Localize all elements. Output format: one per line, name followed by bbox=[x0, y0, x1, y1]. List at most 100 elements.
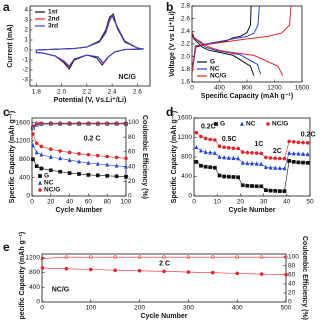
efficiency-point bbox=[30, 124, 35, 129]
y-tick-label: 1600 bbox=[178, 115, 193, 122]
capacity-point bbox=[240, 150, 245, 154]
efficiency-point bbox=[39, 121, 44, 126]
capacity-point bbox=[268, 156, 273, 160]
annotation: 1C bbox=[254, 141, 263, 148]
y-tick-label: 4 bbox=[24, 7, 28, 14]
capacity-point bbox=[245, 160, 250, 166]
capacity-point bbox=[282, 156, 287, 161]
x-tick-label: 80 bbox=[104, 199, 112, 206]
capacity-point bbox=[34, 164, 39, 169]
y-tick-label: 0 bbox=[188, 193, 192, 200]
capacity-point bbox=[231, 175, 236, 179]
capacity-point bbox=[39, 152, 44, 157]
legend-label: 3rd bbox=[48, 23, 58, 30]
capacity-point bbox=[208, 149, 213, 155]
capacity-point bbox=[113, 268, 118, 273]
annotation: 0.2C bbox=[201, 124, 216, 131]
capacity-point bbox=[291, 160, 296, 164]
legend-label: NC bbox=[246, 121, 256, 128]
annotation: 2 C bbox=[159, 260, 170, 267]
capacity-point bbox=[31, 157, 35, 162]
capacity-point bbox=[250, 151, 254, 155]
x-tick-label: 2.4 bbox=[108, 89, 117, 96]
x-tick-label: 2.0 bbox=[57, 89, 66, 96]
y-tick-label: 800 bbox=[19, 156, 30, 163]
capacity-point bbox=[282, 189, 287, 193]
y-tick-label: 400 bbox=[19, 174, 30, 181]
x-tick-label: 100 bbox=[121, 199, 132, 206]
plot-frame bbox=[41, 253, 287, 303]
capacity-point bbox=[277, 156, 282, 161]
legend-label: G bbox=[210, 59, 215, 66]
capacity-point bbox=[282, 165, 287, 171]
y-axis-label: Specific Capacity (mAh g⁻¹) bbox=[19, 232, 26, 320]
capacity-point bbox=[231, 155, 236, 161]
capacity-point bbox=[296, 160, 301, 165]
capacity-point bbox=[273, 165, 278, 170]
capacity-point bbox=[245, 183, 250, 188]
capacity-point bbox=[198, 148, 203, 153]
legend-swatch bbox=[266, 122, 270, 126]
y-tick-label: 1 bbox=[24, 37, 28, 44]
capacity-point bbox=[58, 155, 63, 161]
x-tick-label: 20 bbox=[237, 199, 245, 206]
capacity-point bbox=[40, 266, 45, 270]
efficiency-point bbox=[48, 121, 53, 126]
capacity-point bbox=[67, 157, 72, 163]
panel-letter: b bbox=[166, 0, 173, 14]
x-tick-label: 10 bbox=[214, 199, 222, 206]
efficiency-point bbox=[40, 256, 45, 261]
capacity-point bbox=[259, 184, 264, 189]
y-tick-label: 0 bbox=[26, 193, 30, 200]
capacity-point bbox=[222, 154, 227, 160]
capacity-point bbox=[64, 266, 69, 271]
capacity-point bbox=[245, 150, 250, 155]
legend-swatch bbox=[214, 122, 218, 126]
capacity-point bbox=[264, 188, 268, 193]
y-tick-label: 2.2 bbox=[181, 41, 190, 48]
series-line bbox=[35, 14, 144, 67]
x-tick-label: 0 bbox=[30, 199, 34, 206]
annotation: 0.2 C bbox=[84, 135, 101, 142]
capacity-point bbox=[259, 161, 264, 166]
capacity-point bbox=[226, 145, 231, 150]
capacity-point bbox=[34, 149, 39, 155]
panel-letter: a bbox=[3, 0, 10, 14]
x-tick-label: 100 bbox=[85, 305, 96, 312]
y2-tick-label: 80 bbox=[128, 134, 136, 141]
capacity-point bbox=[264, 155, 268, 160]
capacity-point bbox=[226, 155, 231, 160]
y-tick-label: 400 bbox=[181, 173, 192, 180]
efficiency-point bbox=[39, 121, 44, 126]
legend-swatch bbox=[38, 188, 42, 192]
capacity-point bbox=[250, 184, 254, 188]
x-tick-label: 20 bbox=[47, 199, 55, 206]
capacity-point bbox=[287, 139, 291, 144]
capacity-point bbox=[39, 144, 44, 149]
x-axis-label: Potential (V, Vs.Li⁺/Li) bbox=[54, 97, 127, 104]
x-tick-label: 50 bbox=[306, 199, 314, 206]
capacity-point bbox=[208, 137, 213, 142]
capacity-point bbox=[236, 155, 241, 161]
capacity-point bbox=[86, 152, 91, 157]
efficiency-point bbox=[58, 121, 63, 126]
y2-tick-label: 0 bbox=[128, 193, 132, 200]
capacity-point bbox=[208, 165, 213, 170]
capacity-point bbox=[277, 165, 282, 171]
y2-axis-label: Coulombic Efficiency (%) bbox=[141, 115, 148, 199]
capacity-point bbox=[259, 272, 264, 276]
capacity-point bbox=[199, 134, 203, 139]
capacity-point bbox=[114, 174, 119, 179]
capacity-point bbox=[305, 161, 310, 165]
capacity-point bbox=[203, 136, 208, 141]
y-tick-label: -2 bbox=[22, 67, 28, 74]
capacity-point bbox=[88, 267, 93, 272]
y-tick-label: 400 bbox=[29, 284, 40, 291]
efficiency-point bbox=[124, 121, 128, 126]
capacity-point bbox=[213, 165, 217, 170]
capacity-point bbox=[217, 144, 222, 149]
y2-tick-label: 0 bbox=[288, 299, 292, 306]
capacity-point bbox=[186, 270, 191, 274]
capacity-point bbox=[210, 270, 215, 275]
